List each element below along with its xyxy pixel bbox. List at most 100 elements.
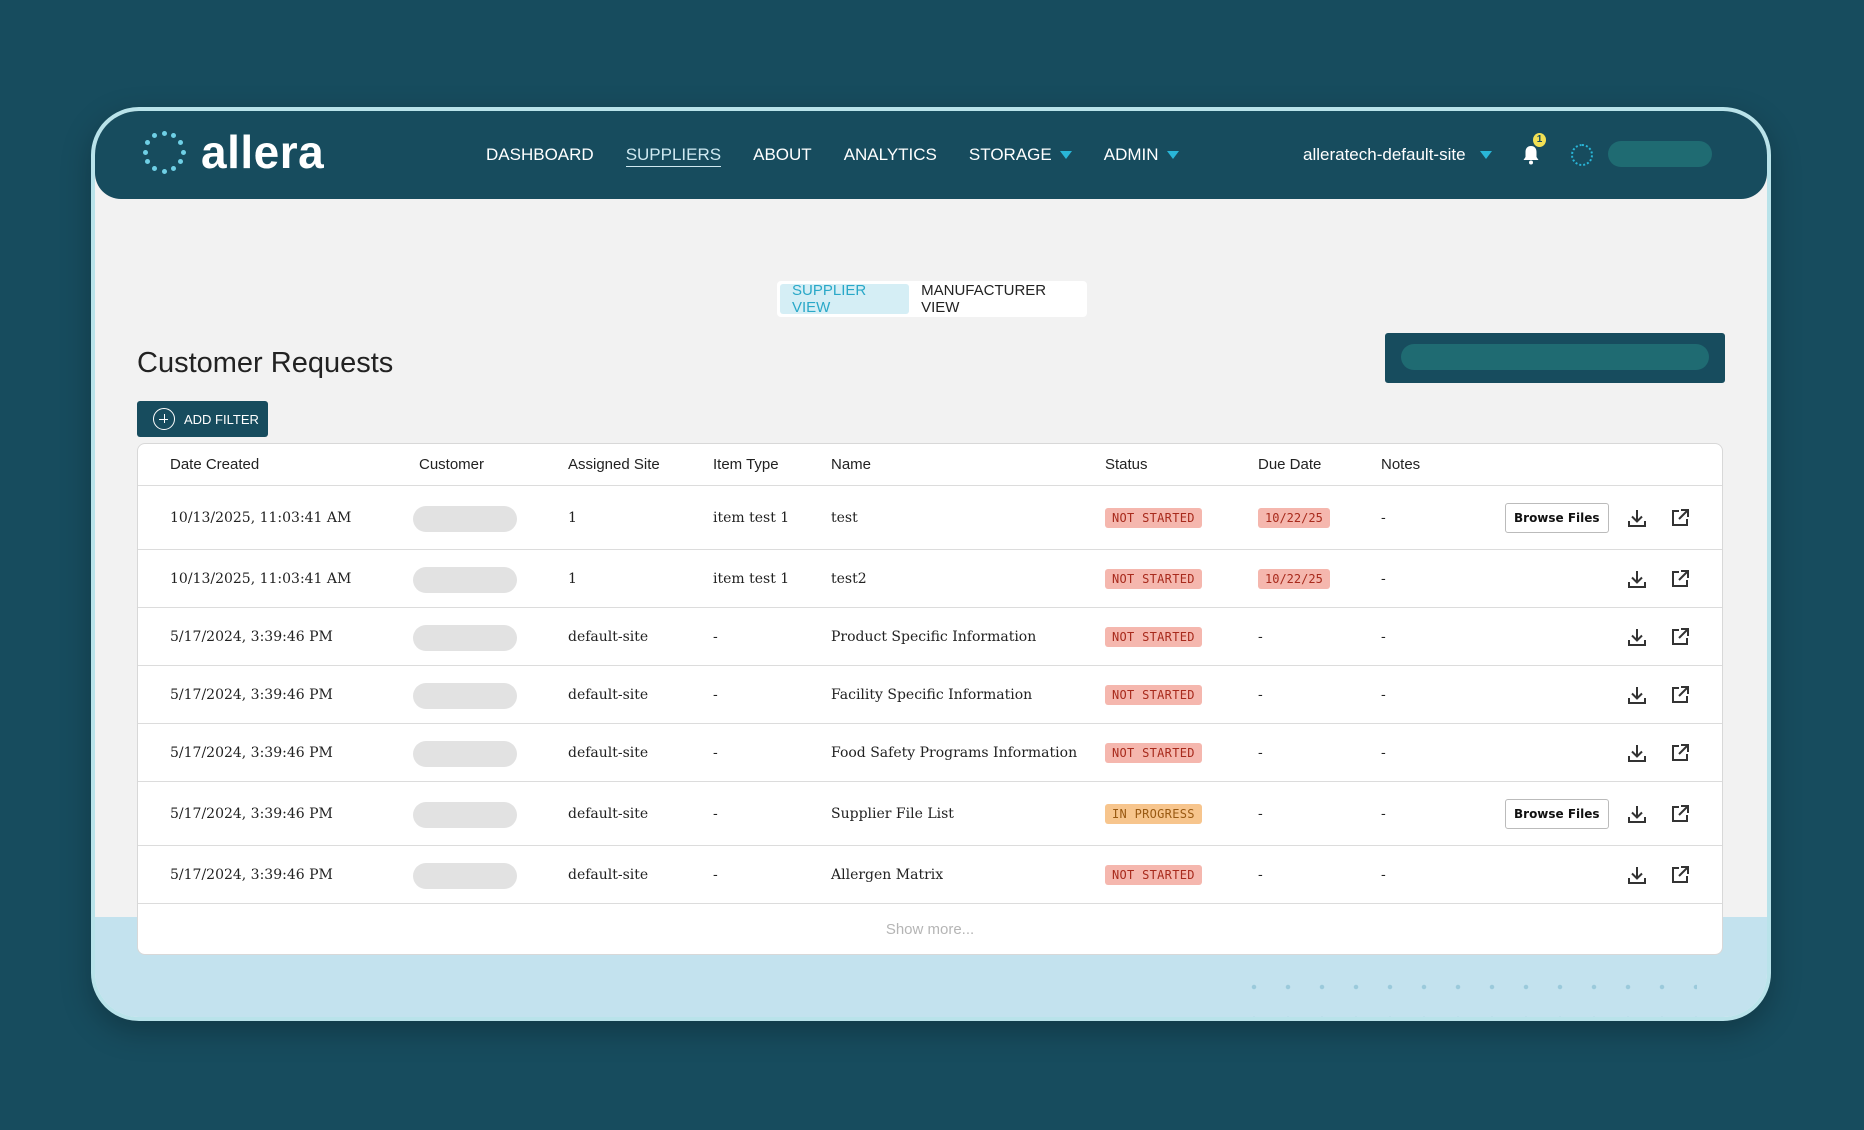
column-header[interactable]: Notes [1381,456,1421,473]
external-link-icon[interactable] [1669,568,1691,590]
customer-placeholder [413,567,517,593]
column-header[interactable]: Name [831,456,872,473]
cell-name: Food Safety Programs Information [831,724,1077,781]
cell-date-created-text: 5/17/2024, 3:39:46 PM [170,686,333,703]
cell-due-date-text: - [1258,628,1263,645]
browse-files-button[interactable]: Browse Files [1505,503,1609,533]
column-header[interactable]: Status [1105,456,1148,473]
cell-date-created: 10/13/2025, 11:03:41 AM [170,486,351,549]
external-link-icon[interactable] [1669,864,1691,886]
download-icon[interactable] [1626,803,1648,825]
nav-storage[interactable]: STORAGE [969,143,1072,167]
external-link-icon[interactable] [1669,626,1691,648]
cell-date-created-text: 5/17/2024, 3:39:46 PM [170,744,333,761]
download-icon[interactable] [1626,684,1648,706]
brand-logo[interactable]: allera [141,129,324,175]
cell-name-text: Supplier File List [831,805,954,822]
cell-date-created: 5/17/2024, 3:39:46 PM [170,608,333,665]
table-row[interactable]: 10/13/2025, 11:03:41 AM 1 item test 1 test2… [138,550,1722,608]
external-link-icon[interactable] [1669,684,1691,706]
cell-item-type: - [713,846,718,903]
brand-name: allera [201,126,325,178]
table-row[interactable]: 5/17/2024, 3:39:46 PM default-site - Suppli… [138,782,1722,846]
nav-label: ABOUT [753,145,812,164]
cell-item-type-text: item test 1 [713,509,790,526]
download-icon[interactable] [1626,626,1648,648]
nav-admin[interactable]: ADMIN [1104,143,1179,167]
download-icon[interactable] [1626,742,1648,764]
external-link-icon[interactable] [1669,742,1691,764]
site-selector[interactable]: alleratech-default-site [1303,143,1492,167]
notification-badge: 1 [1533,133,1546,147]
cell-item-type-text: - [713,744,718,761]
column-header[interactable]: Customer [419,456,485,473]
cell-assigned-site-text: default-site [568,805,649,822]
logo-mark-icon [141,129,187,175]
cell-notes: - [1381,550,1386,607]
table-header: Date Created Customer Assigned Site Item Ty… [138,444,1722,486]
table-row[interactable]: 10/13/2025, 11:03:41 AM 1 item test 1 test N… [138,486,1722,550]
column-header[interactable]: Item Type [713,456,779,473]
top-navbar: allera DASHBOARD SUPPLIERS ABOUT ANALYTICS S… [95,111,1767,199]
logo-dot [161,168,167,174]
table-row[interactable]: 5/17/2024, 3:39:46 PM default-site - Facili… [138,666,1722,724]
cell-name: test2 [831,550,867,607]
show-more-link[interactable]: Show more... [885,920,975,938]
download-icon[interactable] [1626,507,1648,529]
external-link-icon[interactable] [1669,803,1691,825]
nav-analytics[interactable]: ANALYTICS [844,143,937,167]
cell-name-text: test [831,509,858,526]
customer-placeholder [413,863,517,889]
browse-files-button[interactable]: Browse Files [1505,799,1609,829]
cell-status-text: NOT STARTED [1105,742,1202,763]
cell-assigned-site-text: 1 [568,509,577,526]
external-link-icon[interactable] [1669,507,1691,529]
cell-name-text: test2 [831,570,867,587]
cell-due-date: - [1258,846,1263,903]
table-row[interactable]: 5/17/2024, 3:39:46 PM default-site - Allerg… [138,846,1722,904]
cell-due-date: 10/22/25 [1258,550,1330,607]
cell-assigned-site-text: default-site [568,628,649,645]
manufacturer-view-tab[interactable]: MANUFACTURER VIEW [921,282,1047,316]
logo-dot [152,133,157,139]
table-body: 10/13/2025, 11:03:41 AM 1 item test 1 test N… [138,486,1722,904]
nav-suppliers[interactable]: SUPPLIERS [625,143,722,167]
cell-item-type: - [713,782,718,845]
cell-date-created-text: 5/17/2024, 3:39:46 PM [170,866,333,883]
cell-item-type-text: item test 1 [713,570,790,587]
customer-placeholder [413,802,517,828]
cell-item-type: item test 1 [713,486,789,549]
cell-notes-text: - [1381,570,1386,587]
download-icon[interactable] [1626,864,1648,886]
bell-icon[interactable] [1521,144,1541,166]
search-input[interactable] [1401,344,1709,370]
column-header[interactable]: Due Date [1258,456,1322,473]
cell-date-created: 5/17/2024, 3:39:46 PM [170,782,333,845]
column-header[interactable]: Assigned Site [568,456,660,473]
cell-date-created-text: 5/17/2024, 3:39:46 PM [170,805,333,822]
cell-status: NOT STARTED [1105,666,1202,723]
nav-label: ANALYTICS [843,145,937,164]
cell-notes: - [1381,666,1386,723]
nav-dashboard[interactable]: DASHBOARD [486,143,594,167]
user-menu[interactable] [1608,141,1712,167]
table-row[interactable]: 5/17/2024, 3:39:46 PM default-site - Produc… [138,608,1722,666]
chevron-down-icon [1166,151,1179,159]
cell-status: NOT STARTED [1105,724,1202,781]
column-header[interactable]: Date Created [170,456,260,473]
cell-notes: - [1381,724,1386,781]
cell-notes-text: - [1381,628,1386,645]
cell-assigned-site: default-site [568,782,648,845]
supplier-view-tab[interactable]: SUPPLIER VIEW [780,282,910,316]
cell-notes-text: - [1381,866,1386,883]
logo-dot [171,133,176,139]
nav-about[interactable]: ABOUT [753,143,812,167]
download-icon[interactable] [1626,568,1648,590]
cell-date-created-text: 5/17/2024, 3:39:46 PM [170,628,333,645]
cell-status: NOT STARTED [1105,846,1202,903]
logo-dot [145,159,151,164]
add-filter-button[interactable]: ADD FILTER [137,401,268,437]
table-row[interactable]: 5/17/2024, 3:39:46 PM default-site - Food S… [138,724,1722,782]
cell-due-date: - [1258,782,1263,845]
cell-due-date-text: - [1258,686,1263,703]
